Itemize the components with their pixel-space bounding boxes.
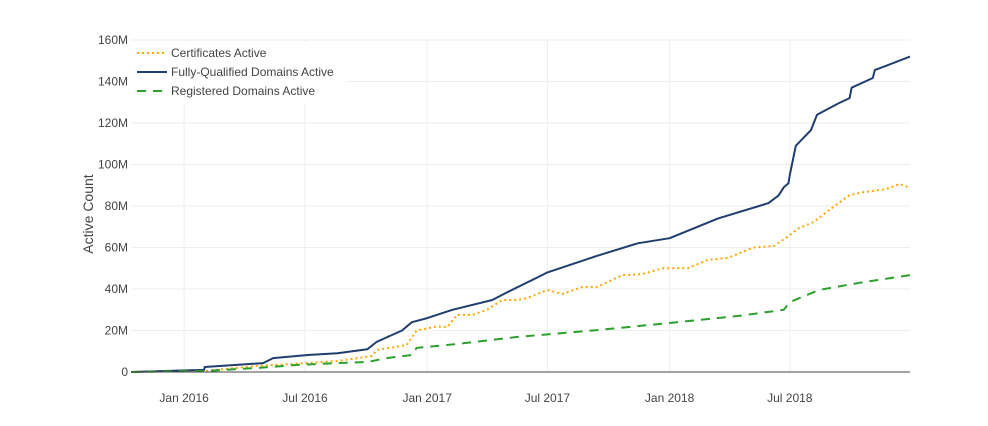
- series-line-1: [130, 55, 911, 373]
- y-tick-label: 160M: [98, 33, 128, 47]
- y-axis: 0 20M 40M 60M 80M 100M 120M 140M 160M: [98, 33, 128, 379]
- series-lines: [130, 55, 911, 373]
- x-tick-label: Jul 2018: [767, 391, 813, 405]
- legend[interactable]: Certificates Active Fully-Qualified Domai…: [132, 42, 347, 104]
- grid: [131, 39, 910, 372]
- x-tick-label: Jan 2018: [645, 391, 695, 405]
- x-tick-label: Jul 2016: [282, 391, 328, 405]
- y-tick-label: 40M: [105, 282, 128, 296]
- y-axis-label: Active Count: [80, 174, 96, 253]
- y-tick-label: 100M: [98, 158, 128, 172]
- y-tick-label: 140M: [98, 75, 128, 89]
- y-tick-label: 120M: [98, 116, 128, 130]
- legend-label: Fully-Qualified Domains Active: [171, 65, 334, 79]
- legend-item[interactable]: Registered Domains Active: [137, 84, 315, 98]
- series-line-0: [130, 183, 911, 373]
- legend-background: [132, 42, 347, 104]
- x-tick-label: Jul 2017: [525, 391, 571, 405]
- y-tick-label: 20M: [105, 324, 128, 338]
- x-tick-label: Jan 2016: [159, 391, 209, 405]
- legend-label: Registered Domains Active: [171, 84, 315, 98]
- legend-label: Certificates Active: [171, 46, 267, 60]
- legend-item[interactable]: Fully-Qualified Domains Active: [137, 65, 334, 79]
- x-axis: Jan 2016 Jul 2016 Jan 2017 Jul 2017 Jan 2018…: [159, 391, 812, 405]
- legend-item[interactable]: Certificates Active: [137, 46, 267, 60]
- series-line-2: [130, 274, 911, 373]
- y-tick-label: 60M: [105, 241, 128, 255]
- y-tick-label: 80M: [105, 199, 128, 213]
- x-tick-label: Jan 2017: [402, 391, 452, 405]
- y-tick-label: 0: [121, 365, 128, 379]
